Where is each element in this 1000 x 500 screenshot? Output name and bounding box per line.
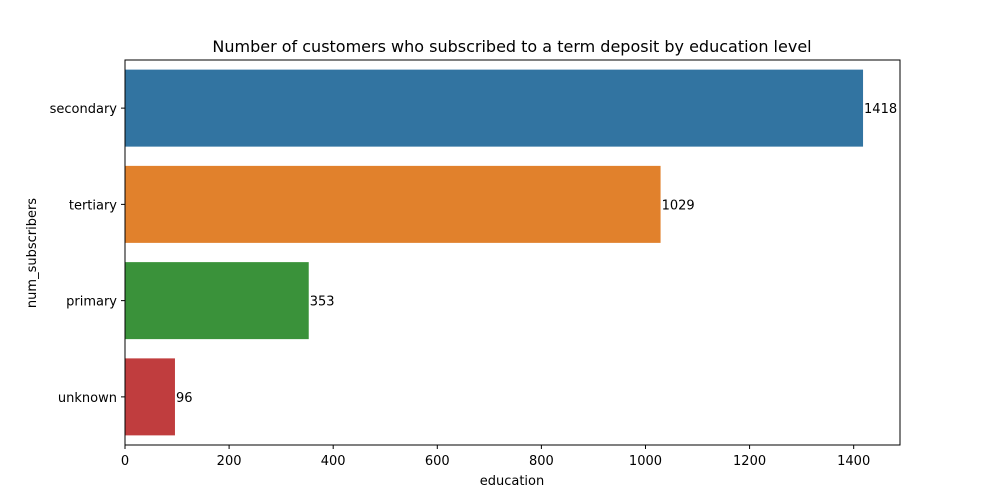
x-tick-label-1000: 1000 [629, 454, 662, 469]
y-tick-label-unknown: unknown [58, 391, 117, 406]
bar-tertiary [125, 165, 661, 243]
y-tick-label-tertiary: tertiary [69, 198, 117, 213]
data-label-tertiary: 1029 [662, 198, 695, 213]
x-tick-label-800: 800 [529, 454, 554, 469]
x-tick-label-1400: 1400 [837, 454, 870, 469]
plot-frame [124, 59, 901, 446]
x-tick-label-0: 0 [121, 454, 129, 469]
bars-group [125, 69, 864, 436]
data-label-unknown: 96 [176, 391, 193, 406]
bar-unknown [125, 358, 175, 436]
data-label-primary: 353 [310, 295, 335, 310]
bar-primary [125, 262, 309, 340]
y-tick-label-primary: primary [66, 295, 117, 310]
x-tick-label-1200: 1200 [733, 454, 766, 469]
y-axis-label: num_subscribers [25, 198, 40, 308]
y-tick-label-secondary: secondary [50, 102, 118, 117]
x-tick-label-200: 200 [217, 454, 242, 469]
x-tick-label-600: 600 [425, 454, 450, 469]
x-tick-label-400: 400 [321, 454, 346, 469]
bar-secondary [125, 69, 864, 147]
y-axis: secondary tertiary primary unknown [50, 102, 125, 406]
x-axis-label: education [480, 474, 545, 489]
x-axis: 0 200 400 600 800 1000 1200 1400 [121, 445, 870, 469]
chart-title: Number of customers who subscribed to a … [212, 37, 811, 56]
data-labels-group: 1418 1029 353 96 [176, 102, 897, 406]
data-label-secondary: 1418 [864, 102, 897, 117]
